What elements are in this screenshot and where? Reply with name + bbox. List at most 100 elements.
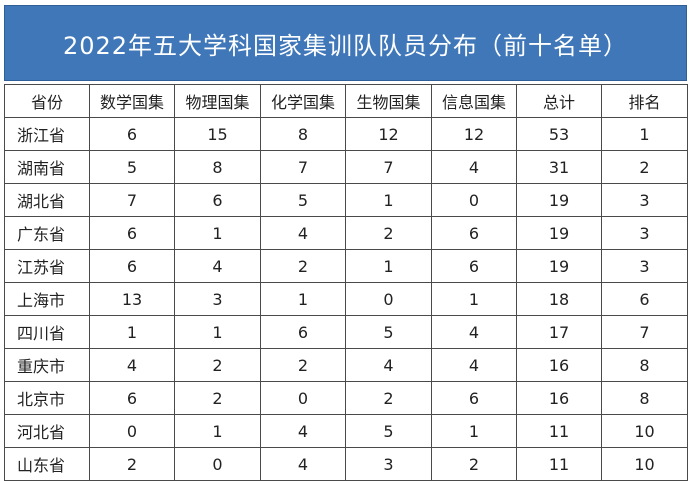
cell-informatics: 12 — [431, 117, 517, 151]
cell-informatics: 0 — [431, 183, 517, 217]
header-physics: 物理国集 — [174, 84, 261, 118]
cell-rank: 2 — [601, 150, 688, 184]
cell-chemistry: 6 — [260, 315, 346, 349]
cell-chemistry: 0 — [260, 381, 346, 415]
cell-physics: 0 — [174, 447, 261, 481]
table-row: 河北省 0 1 4 5 1 11 10 — [4, 414, 688, 448]
cell-informatics: 6 — [431, 381, 517, 415]
cell-chemistry: 4 — [260, 447, 346, 481]
cell-total: 31 — [516, 150, 602, 184]
cell-province: 四川省 — [4, 315, 90, 349]
cell-informatics: 6 — [431, 249, 517, 283]
cell-total: 53 — [516, 117, 602, 151]
cell-chemistry: 5 — [260, 183, 346, 217]
cell-total: 18 — [516, 282, 602, 316]
cell-rank: 3 — [601, 183, 688, 217]
cell-total: 11 — [516, 414, 602, 448]
cell-chemistry: 1 — [260, 282, 346, 316]
cell-biology: 4 — [345, 348, 432, 382]
cell-informatics: 6 — [431, 216, 517, 250]
cell-total: 16 — [516, 348, 602, 382]
table-row: 江苏省 6 4 2 1 6 19 3 — [4, 249, 688, 283]
cell-physics: 1 — [174, 414, 261, 448]
table-row: 山东省 2 0 4 3 2 11 10 — [4, 447, 688, 481]
cell-biology: 1 — [345, 249, 432, 283]
cell-chemistry: 8 — [260, 117, 346, 151]
cell-biology: 5 — [345, 414, 432, 448]
cell-rank: 3 — [601, 249, 688, 283]
table-row: 上海市 13 3 1 0 1 18 6 — [4, 282, 688, 316]
cell-physics: 8 — [174, 150, 261, 184]
cell-chemistry: 7 — [260, 150, 346, 184]
cell-province: 上海市 — [4, 282, 90, 316]
cell-biology: 3 — [345, 447, 432, 481]
cell-math: 5 — [89, 150, 175, 184]
cell-total: 19 — [516, 183, 602, 217]
cell-rank: 8 — [601, 381, 688, 415]
cell-total: 19 — [516, 216, 602, 250]
cell-province: 山东省 — [4, 447, 90, 481]
cell-biology: 2 — [345, 381, 432, 415]
table-row: 湖南省 5 8 7 7 4 31 2 — [4, 150, 688, 184]
cell-total: 17 — [516, 315, 602, 349]
cell-math: 6 — [89, 117, 175, 151]
table-row: 湖北省 7 6 5 1 0 19 3 — [4, 183, 688, 217]
cell-informatics: 1 — [431, 414, 517, 448]
cell-physics: 1 — [174, 216, 261, 250]
header-total: 总计 — [516, 84, 602, 118]
cell-math: 1 — [89, 315, 175, 349]
cell-rank: 1 — [601, 117, 688, 151]
cell-math: 6 — [89, 216, 175, 250]
cell-biology: 5 — [345, 315, 432, 349]
cell-math: 6 — [89, 249, 175, 283]
header-row: 省份 数学国集 物理国集 化学国集 生物国集 信息国集 总计 排名 — [4, 84, 688, 118]
header-rank: 排名 — [601, 84, 688, 118]
table-row: 北京市 6 2 0 2 6 16 8 — [4, 381, 688, 415]
cell-math: 4 — [89, 348, 175, 382]
cell-math: 0 — [89, 414, 175, 448]
cell-province: 江苏省 — [4, 249, 90, 283]
cell-biology: 7 — [345, 150, 432, 184]
cell-math: 2 — [89, 447, 175, 481]
table-row: 广东省 6 1 4 2 6 19 3 — [4, 216, 688, 250]
cell-total: 19 — [516, 249, 602, 283]
table-row: 浙江省 6 15 8 12 12 53 1 — [4, 117, 688, 151]
cell-rank: 10 — [601, 414, 688, 448]
header-chemistry: 化学国集 — [260, 84, 346, 118]
header-math: 数学国集 — [89, 84, 175, 118]
header-biology: 生物国集 — [345, 84, 432, 118]
cell-rank: 7 — [601, 315, 688, 349]
cell-informatics: 4 — [431, 315, 517, 349]
cell-province: 浙江省 — [4, 117, 90, 151]
cell-physics: 1 — [174, 315, 261, 349]
cell-informatics: 4 — [431, 348, 517, 382]
cell-province: 广东省 — [4, 216, 90, 250]
cell-chemistry: 2 — [260, 249, 346, 283]
cell-province: 湖南省 — [4, 150, 90, 184]
cell-biology: 0 — [345, 282, 432, 316]
cell-total: 11 — [516, 447, 602, 481]
cell-physics: 6 — [174, 183, 261, 217]
cell-rank: 6 — [601, 282, 688, 316]
cell-physics: 4 — [174, 249, 261, 283]
cell-math: 7 — [89, 183, 175, 217]
cell-physics: 3 — [174, 282, 261, 316]
cell-total: 16 — [516, 381, 602, 415]
cell-biology: 2 — [345, 216, 432, 250]
cell-informatics: 4 — [431, 150, 517, 184]
cell-rank: 8 — [601, 348, 688, 382]
cell-rank: 3 — [601, 216, 688, 250]
cell-biology: 12 — [345, 117, 432, 151]
cell-informatics: 1 — [431, 282, 517, 316]
table-container: 2022年五大学科国家集训队队员分布（前十名单） 省份 数学国集 物理国集 化学… — [4, 5, 688, 481]
cell-province: 北京市 — [4, 381, 90, 415]
header-informatics: 信息国集 — [431, 84, 517, 118]
cell-chemistry: 2 — [260, 348, 346, 382]
cell-physics: 2 — [174, 381, 261, 415]
distribution-table: 省份 数学国集 物理国集 化学国集 生物国集 信息国集 总计 排名 浙江省 6 … — [4, 84, 688, 481]
header-province: 省份 — [4, 84, 90, 118]
table-row: 四川省 1 1 6 5 4 17 7 — [4, 315, 688, 349]
cell-rank: 10 — [601, 447, 688, 481]
table-row: 重庆市 4 2 2 4 4 16 8 — [4, 348, 688, 382]
cell-chemistry: 4 — [260, 216, 346, 250]
